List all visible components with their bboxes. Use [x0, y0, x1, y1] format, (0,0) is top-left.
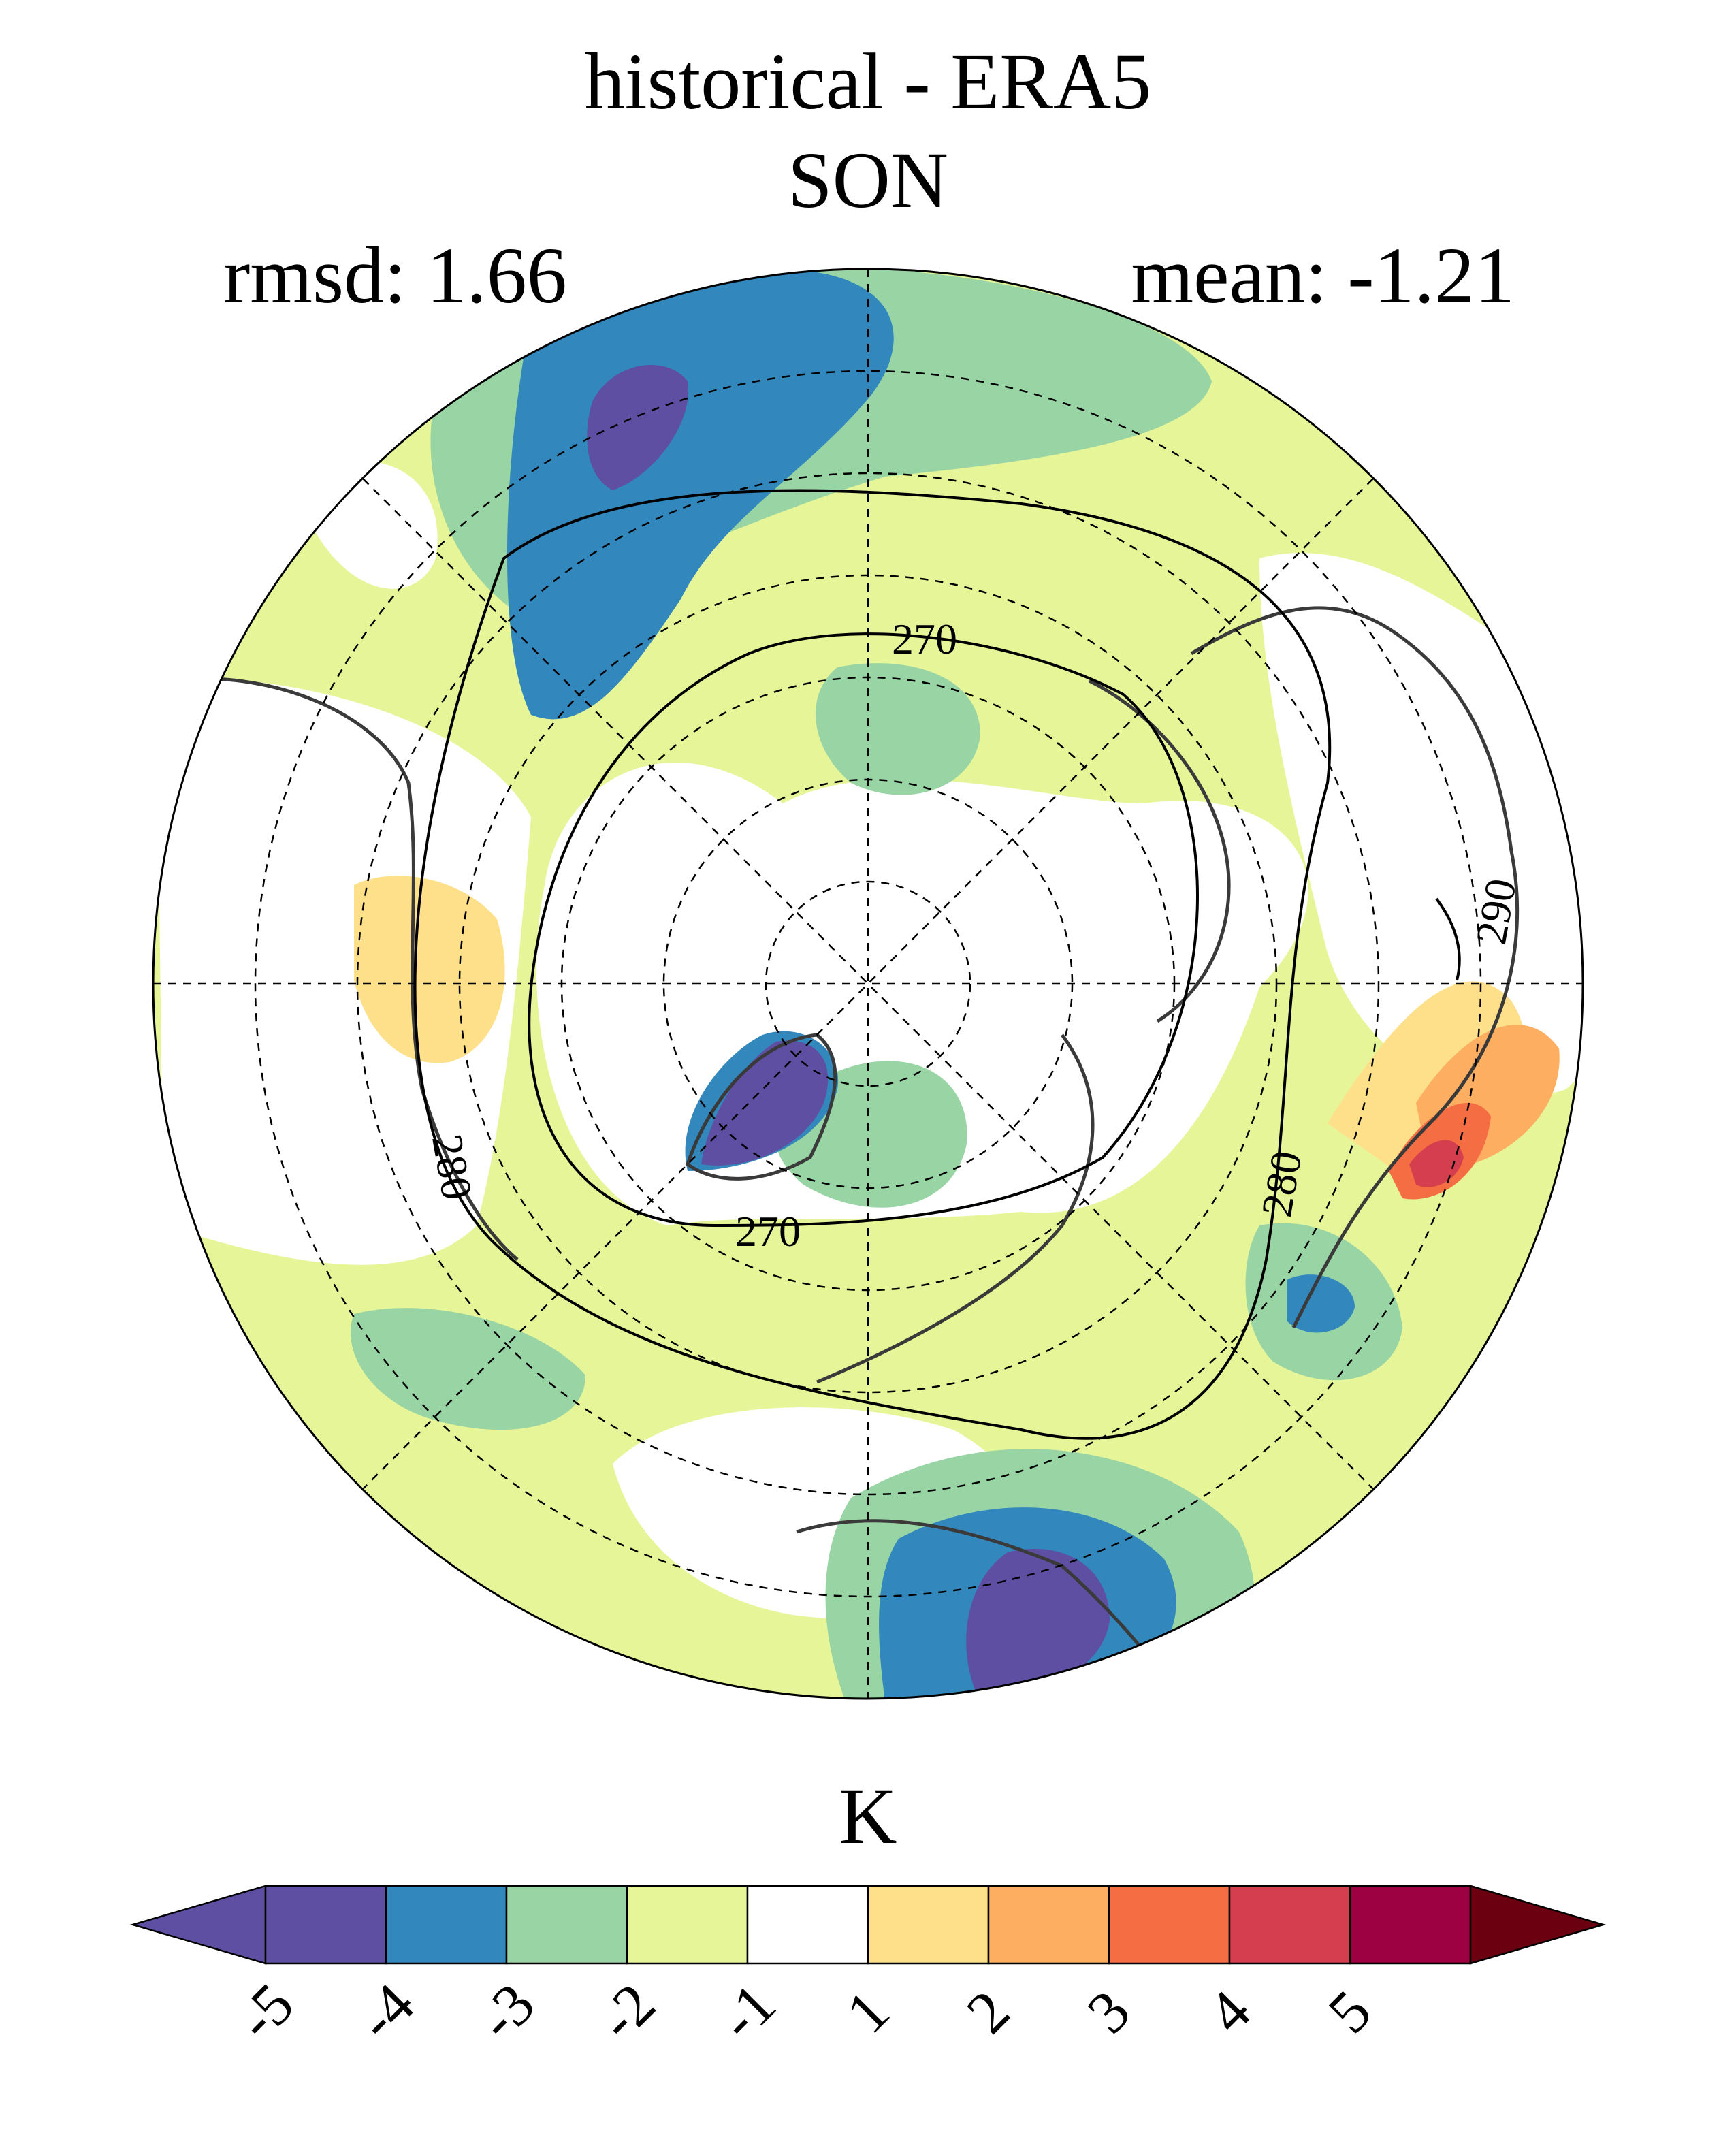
title-experiment: historical - ERA5 [584, 37, 1152, 126]
coastline-europe [816, 1033, 1095, 1384]
anomaly-minus2-atlantic [350, 1308, 585, 1430]
title-season: SON [787, 135, 949, 225]
colorbar-over-triangle [1469, 1885, 1607, 1965]
anomaly-plus1-pacific [354, 876, 505, 1063]
colorbar-box [626, 1885, 749, 1965]
colorbar-box [867, 1885, 990, 1965]
contour-270 [528, 632, 1199, 1228]
contour-label: 270 [892, 615, 957, 663]
colorbar-box [385, 1885, 508, 1965]
contour-290 [1435, 897, 1461, 981]
graticule [153, 269, 1583, 1699]
colorbar-box [1228, 1885, 1351, 1965]
contour-label: 290 [1466, 875, 1526, 948]
meridian-line [362, 478, 1374, 1490]
contour-label: 270 [735, 1207, 801, 1255]
coastline-greenland [686, 1033, 837, 1181]
contour-label: 280 [423, 1131, 482, 1204]
map-disk [153, 269, 1583, 1699]
anomaly-minus4-greenland [701, 1040, 829, 1166]
anomaly-near-zero-pacific [157, 678, 531, 1265]
coastline-asia [1190, 606, 1520, 1329]
meridian-line [362, 478, 1374, 1490]
latitude-circle [356, 472, 1380, 1496]
contour-label: 280 [1252, 1147, 1311, 1220]
rmsd-value: rmsd: 1.66 [223, 231, 567, 320]
colorbar-unit-label: K [839, 1771, 897, 1861]
colorbar-boxes [264, 1885, 1472, 1965]
latitude-circle [254, 370, 1482, 1598]
colorbar-under-triangle [129, 1885, 267, 1965]
colorbar-box [264, 1885, 387, 1965]
anomaly-minus2-center [815, 663, 980, 795]
temperature-contours [413, 489, 1461, 1440]
colorbar [129, 1885, 1607, 1965]
anomaly-minus4-north-atlantic [587, 365, 689, 490]
mean-value: mean: -1.21 [1131, 231, 1515, 320]
colorbar-box [1108, 1885, 1231, 1965]
colorbar-box [505, 1885, 628, 1965]
colorbar-box [987, 1885, 1110, 1965]
colorbar-box [746, 1885, 869, 1965]
colorbar-box [1349, 1885, 1472, 1965]
contour-280 [413, 489, 1332, 1440]
anomaly-minus4-africa [966, 1548, 1110, 1699]
map-boundary [152, 268, 1584, 1700]
anomaly-minus3-asia [1287, 1274, 1355, 1333]
coastline-north-america [163, 677, 519, 1261]
